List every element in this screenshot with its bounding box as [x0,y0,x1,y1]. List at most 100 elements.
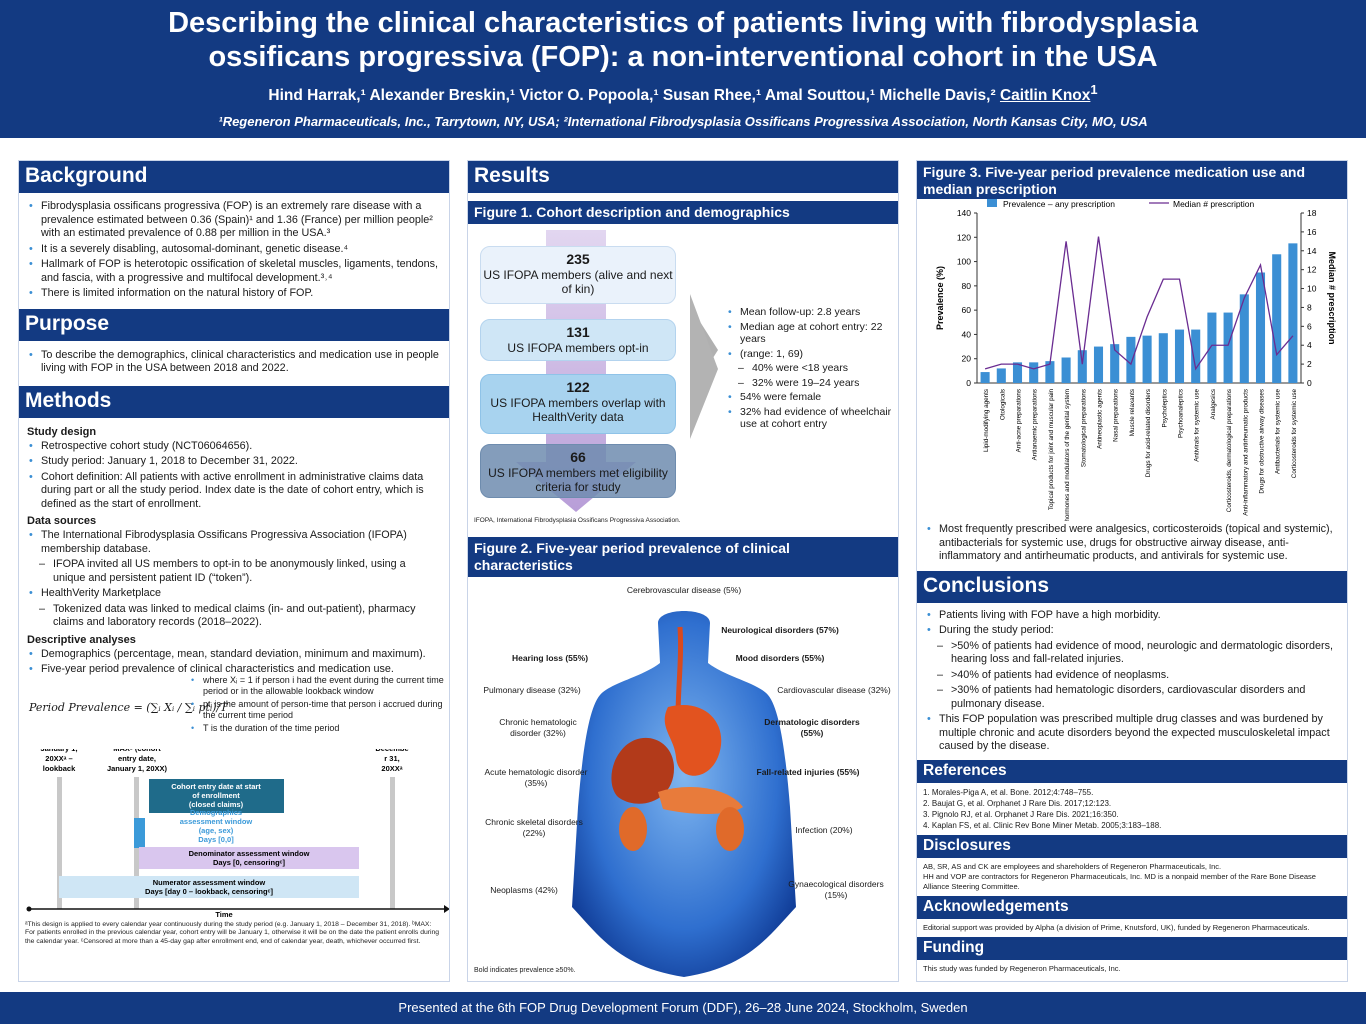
prevalence-bar [980,372,990,383]
legend-bar-swatch [987,199,997,207]
list-item: There is limited information on the natu… [27,287,441,301]
disclosures-heading: Disclosures [917,834,1347,858]
list-item: >50% of patients had evidence of mood, n… [925,640,1339,667]
y-axis-label: Prevalence (%) [935,266,945,330]
figure3-heading: Figure 3. Five-year period prevalence me… [917,161,1347,199]
left-tick-label: 140 [957,208,971,218]
demographics-window-bar [134,817,145,848]
left-tick-label: 0 [966,378,971,388]
background-heading: Background [19,161,449,193]
clinical-characteristic-label: Dermatologic disorders (55%) [764,717,860,738]
methods-footnote: ᵃThis design is applied to every calenda… [25,920,440,945]
acknowledgements-text: Editorial support was provided by Alpha … [923,922,1310,932]
list-item: Hallmark of FOP is heterotopic ossificat… [27,258,441,285]
prevalence-bar [996,368,1006,383]
category-label: Psychoanaleptics [1178,389,1185,438]
list-item: where Xᵢ = 1 if person i had the event d… [189,675,447,697]
right-kidney-shape [716,807,744,851]
list-item: Cohort definition: All patients with act… [27,471,441,512]
left-tick-label: 120 [957,232,971,242]
presenting-author-sup: 1 [1090,82,1098,97]
time-axis-origin [26,906,32,911]
prevalence-bar [1288,243,1298,383]
left-column: Background Fibrodysplasia ossificans pro… [18,160,450,982]
stomach-shape [664,705,722,776]
esophagus-shape [675,626,684,718]
prevalence-bar [1272,254,1282,383]
list-item: Median age at cohort entry: 22 years [726,321,896,346]
clinical-characteristic-label: Neurological disorders (57%) [721,625,839,635]
category-label: Muscle relaxants [1129,389,1136,436]
timeline-right-label: December 31,20XXᵃ [375,749,408,773]
figure2-heading: Figure 2. Five-year period prevalence of… [468,537,898,577]
affiliations: ¹Regeneron Pharmaceuticals, Inc., Tarryt… [218,114,1148,130]
category-label: Stomatological preparations [1080,389,1087,467]
list-item: >30% of patients had hematologic disorde… [925,684,1339,711]
left-tick-label: 80 [962,281,972,291]
timeline-right-bar [390,776,395,909]
list-item: ptᵢ is the amount of person-time that pe… [189,699,447,721]
results-heading: Results [468,161,898,193]
list-item: Mean follow-up: 2.8 years [726,306,896,319]
poster-header: Describing the clinical characteristics … [0,0,1366,138]
figure3-summary: Most frequently prescribed were analgesi… [917,521,1347,568]
list-item: 32% had evidence of wheelchair use at co… [726,406,896,431]
left-tick-label: 100 [957,257,971,267]
right-tick-label: 10 [1307,284,1317,294]
left-tick-label: 40 [962,329,972,339]
category-label: Drugs for obstructive airway diseases [1259,389,1266,494]
formula-area: Period Prevalence = (∑ᵢ Xᵢ / ∑ᵢ ptᵢ)/T w… [19,675,449,749]
category-label: Antianaemic preparations [1032,389,1039,460]
references-list: 1. Morales-Piga A, et al. Bone. 2012;4:7… [917,783,1347,835]
right-tick-label: 16 [1307,227,1317,237]
medication-prevalence-chart: 0 20 40 60 80 100 120 140 0 2 4 6 8 10 12 14 16 18 Prevale… [935,199,1337,521]
clinical-characteristic-label: Acute hematologic disorder (35%) [484,767,588,788]
funding-heading: Funding [917,937,1347,960]
author-list: Hind Harrak,¹ Alexander Breskin,¹ Victor… [0,82,1366,105]
purpose-list: To describe the demographics, clinical c… [19,341,449,384]
body-illustration [572,611,796,977]
numerator-window-text: Numerator assessment window Days [day 0 –… [145,878,273,896]
poster-footer: Presented at the 6th FOP Drug Developmen… [0,992,1366,1024]
right-tick-label: 0 [1307,378,1312,388]
reference-item: 2. Baujat G, et al. Orphanet J Rare Dis.… [923,798,1112,808]
prevalence-bar [1158,333,1168,383]
category-label: Antibacterials for systemic use [1275,389,1282,475]
left-kidney-shape [619,807,647,851]
list-item: Study period: January 1, 2018 to Decembe… [27,455,441,469]
left-tick-label: 60 [962,305,972,315]
presenting-author: Caitlin Knox [999,87,1091,105]
prevalence-bar [1191,329,1201,383]
funnel-step-label: US IFOPA members opt-in [507,341,649,355]
conclusions-heading: Conclusions [917,570,1347,603]
category-label: Nasal preparations [1113,389,1120,442]
demographics-window-text: Demographics assessment window (age, sex) D… [180,808,253,844]
poster-title: Describing the clinical characteristics … [0,0,1366,74]
list-item: Patients living with FOP have a high mor… [925,609,1339,623]
cohort-entry-box [149,778,284,813]
funding-text: This study was funded by Regeneron Pharm… [923,964,1121,973]
category-label: Drugs for acid-related disorders [1145,389,1152,477]
clinical-characteristic-label: Neoplasms (42%) [490,885,558,895]
list-item: Tokenized data was linked to medical cla… [27,603,441,630]
figure2-note: Bold indicates prevalence ≥50%. [474,967,576,974]
clinical-characteristic-label: Mood disorders (55%) [735,653,825,663]
denominator-window-bar [139,846,359,869]
right-column: Figure 3. Five-year period prevalence me… [916,160,1348,982]
right-tick-label: 2 [1307,359,1312,369]
methods-heading: Methods [19,385,449,418]
study-design-label: Study design [27,425,97,438]
disclosures-text: AB, SR, AS and CK are employees and shar… [917,858,1347,896]
prevalence-bar [1174,329,1185,383]
list-item: Demographics (percentage, mean, standard… [27,648,441,662]
left-tick-label: 20 [962,354,972,364]
prevalence-bar [1207,312,1217,383]
pancreas-shape [658,787,743,814]
category-label: Analgesics [1210,389,1217,419]
funnel-step-label: US IFOPA members overlap with HealthVeri… [490,396,666,424]
right-tick-label: 12 [1307,265,1317,275]
funnel-step-count: 235 [566,251,590,267]
numerator-window-bar [59,875,359,898]
prevalence-bar [1012,362,1023,383]
